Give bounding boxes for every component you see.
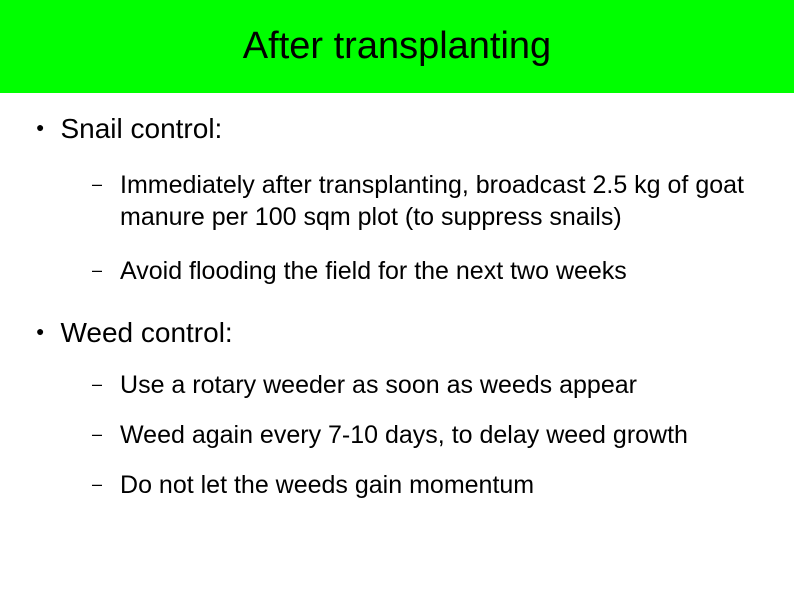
list-item-text: Avoid flooding the field for the next tw… — [120, 255, 627, 287]
title-bar: After transplanting — [0, 0, 794, 93]
section-heading-text: Snail control: — [60, 111, 222, 147]
list-item: – Do not let the weeds gain momentum — [0, 469, 794, 501]
list-item: – Immediately after transplanting, broad… — [0, 169, 794, 233]
dash-icon: – — [92, 255, 102, 285]
slide-title: After transplanting — [243, 25, 551, 68]
section-heading-text: Weed control: — [60, 315, 232, 351]
slide-content: ● Snail control: – Immediately after tra… — [0, 93, 794, 501]
list-item: – Use a rotary weeder as soon as weeds a… — [0, 369, 794, 401]
dash-icon: – — [92, 419, 102, 449]
list-item-text: Weed again every 7-10 days, to delay wee… — [120, 419, 688, 451]
bullet-icon: ● — [36, 111, 44, 143]
dash-icon: – — [92, 369, 102, 399]
list-item: – Avoid flooding the field for the next … — [0, 255, 794, 287]
list-item-text: Use a rotary weeder as soon as weeds app… — [120, 369, 637, 401]
list-item-text: Do not let the weeds gain momentum — [120, 469, 534, 501]
bullet-icon: ● — [36, 315, 44, 347]
section-heading: ● Snail control: — [0, 111, 794, 147]
dash-icon: – — [92, 469, 102, 499]
list-item: – Weed again every 7-10 days, to delay w… — [0, 419, 794, 451]
dash-icon: – — [92, 169, 102, 199]
slide: After transplanting ● Snail control: – I… — [0, 0, 794, 595]
section-heading: ● Weed control: — [0, 315, 794, 351]
list-item-text: Immediately after transplanting, broadca… — [120, 169, 754, 233]
